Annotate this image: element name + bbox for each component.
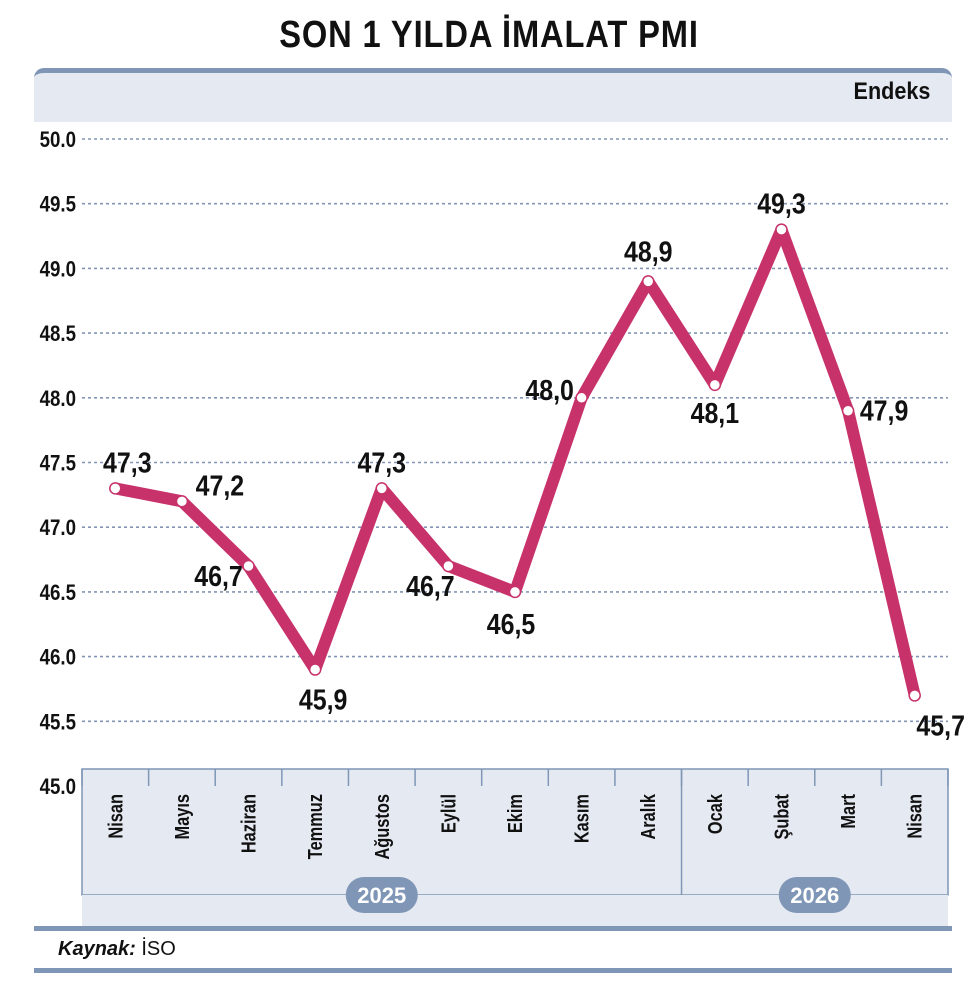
source-divider-top [34,926,952,931]
data-label: 48,1 [691,397,740,429]
gridlines [82,138,948,723]
y-tick-label: 47.0 [40,517,76,541]
data-label: 46,5 [487,608,536,640]
data-label: 47,9 [860,395,909,427]
y-tick-label: 50.0 [40,129,76,153]
x-tick-label: Ekim [503,794,526,833]
data-point [908,689,921,702]
data-label: 47,3 [358,447,407,479]
data-point [575,391,588,405]
source-note: Kaynak: İSO [58,938,176,961]
x-tick-label: Mart [836,794,859,829]
data-points [109,223,921,702]
source-value: İSO [141,938,176,960]
y-tick-label: 49.5 [40,193,76,217]
data-point [242,559,255,573]
x-tick-label: Ocak [703,793,726,834]
header-band [34,68,952,122]
y-tick-label: 48.5 [40,323,76,347]
data-label: 47,2 [196,470,245,502]
y-tick-label: 46.5 [40,582,76,606]
x-tick-label: Nisan [903,794,926,839]
x-tick-label: Eylül [437,794,460,833]
data-label: 45,9 [299,684,348,716]
y-tick-label: 45.0 [40,776,76,800]
data-label: 47,3 [103,447,152,479]
data-point [775,223,788,236]
year-badge [345,877,418,913]
data-point [308,663,322,676]
x-tick-label: Aralık [637,793,660,839]
y-axis-ticks: 45.0 45.5 46.0 46.5 47.0 47.5 48.0 48.5 49.0 49.5… [40,129,76,800]
y-tick-label: 49.0 [40,258,76,282]
y-tick-label: 45.5 [40,711,76,735]
x-tick-label: Mayıs [170,794,193,840]
x-tick-label: Kasım [570,794,593,843]
x-tick-label: Şubat [770,794,793,840]
x-tick-label: Temmuz [304,794,327,859]
source-divider-bottom [34,968,952,973]
x-axis-panel-box [81,768,949,896]
data-point [841,404,855,417]
chart-title: SON 1 YILDA İMALAT PMI [279,14,699,56]
year-badge [778,877,851,913]
data-point [508,585,522,599]
y-tick-label: 47.5 [40,452,76,476]
data-label: 49,3 [757,188,806,220]
data-label: 48,9 [624,236,673,268]
data-point [109,482,122,495]
data-point [442,559,455,573]
year-label: 2026 [790,883,839,908]
y-tick-label: 48.0 [40,387,76,411]
source-label: Kaynak: [58,938,136,960]
line-chart: 45.0 45.5 46.0 46.5 47.0 47.5 48.0 48.5 49.0 49.5… [40,129,965,926]
data-label: 45,7 [916,710,965,742]
year-label: 2025 [357,883,406,908]
data-label: 46,7 [406,570,455,602]
x-axis-panel: Nisan Mayıs Haziran Temmuz Ağustos Eylül Ekim K… [81,768,949,926]
x-tick-label: Nisan [104,794,127,839]
y-axis-unit-label: Endeks [853,78,930,105]
data-labels: 47,3 47,2 46,7 45,9 47,3 46,7 46,5 48,0 48,9 48,1… [103,188,965,742]
data-label: 46,7 [194,560,243,592]
x-tick-label: Haziran [237,794,260,853]
x-tick-label: Ağustos [370,794,393,860]
y-tick-label: 46.0 [40,646,76,670]
data-point [708,378,722,392]
data-label: 48,0 [525,374,574,406]
data-point [175,495,189,508]
data-point [641,275,655,288]
data-point [375,482,389,495]
